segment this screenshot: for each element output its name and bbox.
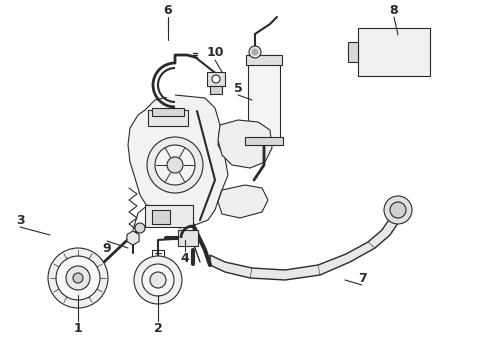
Polygon shape xyxy=(218,120,272,168)
Polygon shape xyxy=(128,95,228,228)
Bar xyxy=(207,72,225,86)
Text: 6: 6 xyxy=(164,4,172,17)
Bar xyxy=(358,28,430,76)
Text: 7: 7 xyxy=(358,271,367,284)
Bar xyxy=(148,110,188,126)
Circle shape xyxy=(66,266,90,290)
Text: 9: 9 xyxy=(103,242,111,255)
Text: 3: 3 xyxy=(16,213,24,226)
Polygon shape xyxy=(210,205,400,280)
Circle shape xyxy=(252,49,258,55)
Circle shape xyxy=(134,256,182,304)
Circle shape xyxy=(384,196,412,224)
Bar xyxy=(248,55,280,145)
Circle shape xyxy=(390,202,406,218)
Circle shape xyxy=(212,75,220,83)
Circle shape xyxy=(48,248,108,308)
Text: 8: 8 xyxy=(390,4,398,17)
Text: 5: 5 xyxy=(234,81,243,94)
Circle shape xyxy=(73,273,83,283)
Circle shape xyxy=(249,46,261,58)
Bar xyxy=(178,230,198,246)
Polygon shape xyxy=(218,185,268,218)
Bar xyxy=(245,137,283,145)
Circle shape xyxy=(56,256,100,300)
Circle shape xyxy=(147,137,203,193)
Bar xyxy=(145,205,193,227)
Text: 10: 10 xyxy=(206,46,224,59)
Circle shape xyxy=(155,145,195,185)
Bar xyxy=(246,55,282,65)
Circle shape xyxy=(167,157,183,173)
Bar xyxy=(152,210,170,224)
Circle shape xyxy=(150,272,166,288)
Circle shape xyxy=(135,223,145,233)
Text: 4: 4 xyxy=(181,252,189,265)
Text: 1: 1 xyxy=(74,321,82,334)
Text: 2: 2 xyxy=(154,321,162,334)
Bar xyxy=(210,86,222,94)
Bar xyxy=(348,42,358,62)
Circle shape xyxy=(142,264,174,296)
Bar xyxy=(152,108,184,116)
